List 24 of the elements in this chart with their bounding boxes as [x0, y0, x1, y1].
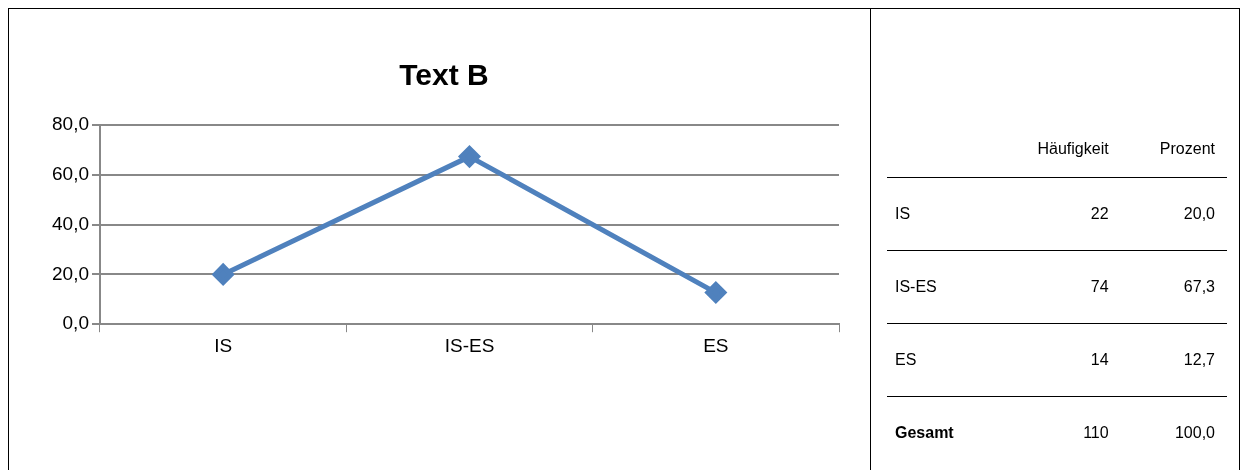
y-tick-label: 20,0	[52, 262, 89, 284]
data-label: 100,0	[1120, 396, 1227, 469]
text: Prozent	[1158, 139, 1216, 159]
y-tick-label: 40,0	[52, 212, 89, 234]
y-tick-label: 0,0	[62, 312, 89, 334]
y-tick-label: 60,0	[52, 163, 89, 185]
data-label: 14	[992, 323, 1121, 397]
point	[458, 146, 480, 168]
x-tick-label: IS	[214, 334, 233, 356]
data-label: 74	[992, 250, 1121, 324]
data-label: 110	[992, 396, 1121, 469]
point	[212, 263, 234, 285]
point	[705, 282, 727, 304]
x-tick-label: ES	[703, 334, 729, 356]
data-label: 12,7	[1120, 323, 1227, 397]
category-label: IS	[887, 177, 993, 251]
data-label: 67,3	[1120, 250, 1227, 324]
chart-title: Text B	[399, 58, 489, 92]
y-tick-label: 80,0	[52, 113, 89, 135]
x-tick-label: IS-ES	[444, 334, 495, 356]
data-label: 22	[992, 177, 1121, 251]
category-label: Gesamt	[887, 396, 993, 469]
text: Häufigkeit	[1036, 139, 1110, 159]
data-label: 20,0	[1120, 177, 1227, 251]
